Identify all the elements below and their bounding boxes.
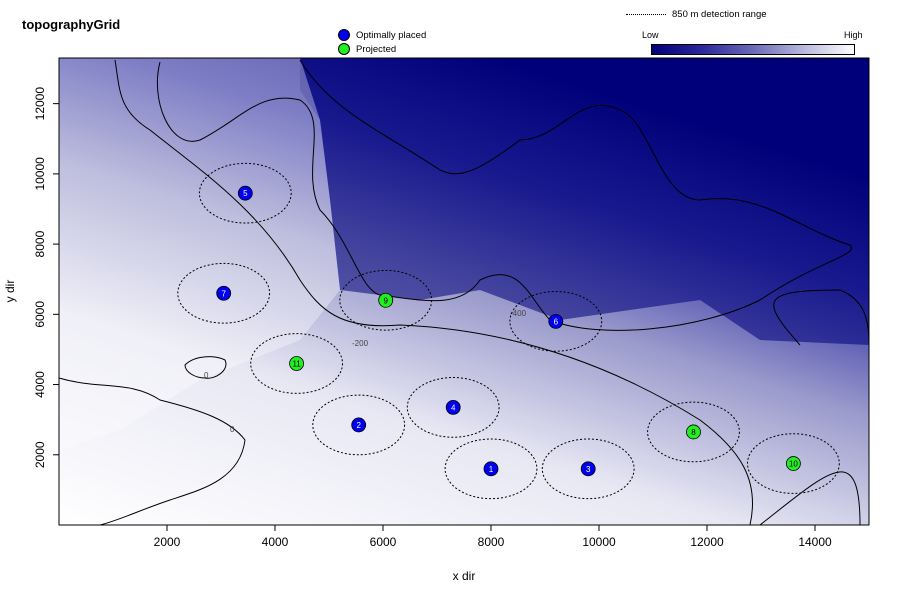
- receiver-label: 4: [451, 403, 456, 412]
- receiver-point: [786, 456, 801, 471]
- y-tick-label: 2000: [33, 441, 47, 468]
- receiver-label: 8: [691, 428, 696, 437]
- contour-label-200: -200: [352, 339, 369, 348]
- detection-range-circle: [444, 438, 538, 500]
- receiver-point: [483, 461, 499, 477]
- detection-range-circle: [509, 291, 603, 352]
- legend-projected-marker: [338, 43, 350, 55]
- x-axis-label: x dir: [453, 569, 476, 583]
- colorbar: [651, 44, 855, 55]
- colorbar-high-label: High: [844, 30, 863, 40]
- receiver-label: 7: [221, 289, 226, 298]
- shallow-region: [59, 58, 340, 450]
- deep-water-region: [300, 58, 869, 345]
- detection-range-circle: [339, 269, 433, 331]
- legend-range-label: 850 m detection range: [672, 9, 767, 20]
- x-tick-label: 2000: [154, 535, 181, 549]
- x-tick-label: 12000: [690, 535, 724, 549]
- detection-range-circle: [406, 377, 500, 438]
- y-axis-label: y dir: [3, 280, 17, 303]
- detection-range-circle: [312, 394, 406, 456]
- receiver-point: [548, 313, 564, 329]
- legend-range-line: [626, 14, 666, 15]
- legend-projected-label: Projected: [356, 43, 397, 55]
- colorbar-low-label: Low: [642, 30, 659, 40]
- contour-label-0-a: 0: [204, 371, 209, 380]
- contour-southeast: [759, 471, 861, 526]
- contour-400: [156, 59, 852, 331]
- legend-optimal-marker: [338, 29, 350, 41]
- receiver-label: 2: [356, 421, 361, 430]
- contour-label-400: -400: [510, 309, 527, 318]
- x-tick-label: 10000: [582, 535, 616, 549]
- detection-range-circle: [198, 162, 292, 224]
- receiver-label: 5: [243, 189, 248, 198]
- receiver-point: [580, 461, 596, 477]
- receiver-label: 1: [489, 465, 494, 474]
- detection-range-circle: [541, 438, 635, 500]
- contour-0-island: [184, 356, 227, 379]
- contour-label-0-b: 0: [230, 425, 235, 434]
- detection-range-circle: [647, 401, 740, 463]
- chart-title: topographyGrid: [22, 17, 121, 32]
- plot-frame: [58, 57, 870, 526]
- receiver-label: 6: [554, 317, 559, 326]
- y-tick-label: 12000: [33, 87, 47, 121]
- receiver-point: [289, 356, 305, 371]
- y-tick-label: 8000: [33, 230, 47, 257]
- y-tick-label: 10000: [33, 157, 47, 191]
- receiver-point: [216, 285, 232, 301]
- x-tick-label: 6000: [370, 535, 397, 549]
- contour-0-coast: [58, 377, 246, 526]
- receiver-label: 10: [789, 460, 798, 469]
- legend-range: 850 m detection range: [626, 9, 767, 20]
- x-tick-label: 8000: [478, 535, 505, 549]
- detection-range-circle: [250, 333, 344, 394]
- y-tick-label: 6000: [33, 301, 47, 328]
- legend-optimal-label: Optimally placed: [356, 29, 427, 41]
- detection-range-circle: [747, 433, 840, 494]
- receiver-label: 9: [383, 296, 388, 305]
- x-tick-label: 14000: [798, 535, 832, 549]
- receiver-label: 3: [586, 465, 591, 474]
- receiver-point: [445, 399, 461, 415]
- receiver-point: [237, 185, 253, 201]
- receiver-point: [378, 292, 394, 308]
- receiver-point: [351, 417, 367, 433]
- y-tick-label: 4000: [33, 371, 47, 398]
- contour-deep-east: [773, 289, 870, 346]
- legend-optimal: Optimally placed: [338, 29, 426, 41]
- receiver-label: 11: [292, 359, 301, 368]
- detection-range-circle: [177, 262, 271, 324]
- receiver-point: [686, 424, 701, 440]
- legend-projected: Projected: [338, 43, 396, 55]
- x-tick-label: 4000: [262, 535, 289, 549]
